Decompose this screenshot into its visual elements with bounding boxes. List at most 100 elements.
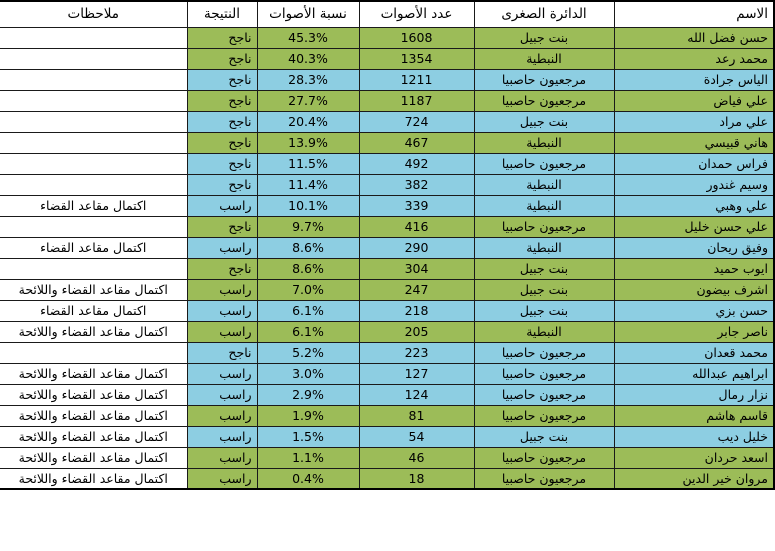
vote-percent-cell: 40.3% — [256, 47, 360, 70]
vote-percent-cell: 1.5% — [256, 425, 360, 448]
district-cell: النبطية — [473, 173, 615, 196]
candidate-name-cell: الياس جرادة — [613, 68, 775, 91]
district-cell: مرجعيون حاصبيا — [473, 215, 615, 238]
vote-percent-cell: 20.4% — [256, 110, 360, 133]
table-row: اسعد حردان مرجعيون حاصبيا 46 1.1% راسب اكتمال… — [0, 446, 775, 469]
result-cell: راسب — [186, 425, 258, 448]
district-cell: مرجعيون حاصبيا — [473, 362, 615, 385]
vote-percent-cell: 6.1% — [256, 320, 360, 343]
result-cell: راسب — [186, 236, 258, 259]
district-cell: مرجعيون حاصبيا — [473, 383, 615, 406]
result-cell: راسب — [186, 404, 258, 427]
candidate-name-cell: قاسم هاشم — [613, 404, 775, 427]
district-cell: مرجعيون حاصبيا — [473, 89, 615, 112]
district-cell: مرجعيون حاصبيا — [473, 446, 615, 469]
candidate-name-cell: نزار رمال — [613, 383, 775, 406]
notes-cell — [0, 257, 188, 280]
vote-count-cell: 124 — [358, 383, 475, 406]
notes-cell: اكتمال مقاعد القضاء واللائحة — [0, 383, 188, 406]
vote-count-cell: 205 — [358, 320, 475, 343]
candidate-name-cell: اسعد حردان — [613, 446, 775, 469]
vote-percent-cell: 1.1% — [256, 446, 360, 469]
vote-count-cell: 18 — [358, 467, 475, 490]
table-row: حسن فضل الله بنت جبيل 1608 45.3% ناجح — [0, 26, 775, 49]
notes-cell — [0, 173, 188, 196]
notes-cell — [0, 152, 188, 175]
notes-cell: اكتمال مقاعد القضاء واللائحة — [0, 362, 188, 385]
vote-percent-cell: 3.0% — [256, 362, 360, 385]
vote-percent-cell: 1.9% — [256, 404, 360, 427]
result-cell: ناجح — [186, 152, 258, 175]
candidate-name-cell: علي حسن خليل — [613, 215, 775, 238]
district-cell: بنت جبيل — [473, 425, 615, 448]
vote-count-cell: 81 — [358, 404, 475, 427]
vote-percent-cell: 10.1% — [256, 194, 360, 217]
vote-percent-cell: 6.1% — [256, 299, 360, 322]
notes-cell: اكتمال مقاعد القضاء — [0, 194, 188, 217]
result-cell: راسب — [186, 320, 258, 343]
table-row: قاسم هاشم مرجعيون حاصبيا 81 1.9% راسب اكتمال … — [0, 404, 775, 427]
table-row: علي فياض مرجعيون حاصبيا 1187 27.7% ناجح — [0, 89, 775, 112]
vote-count-cell: 1354 — [358, 47, 475, 70]
notes-cell: اكتمال مقاعد القضاء — [0, 299, 188, 322]
result-cell: ناجح — [186, 173, 258, 196]
candidate-name-cell: ناصر جابر — [613, 320, 775, 343]
notes-cell — [0, 110, 188, 133]
vote-percent-cell: 27.7% — [256, 89, 360, 112]
table-row: ناصر جابر النبطية 205 6.1% راسب اكتمال مقاعد … — [0, 320, 775, 343]
district-cell: بنت جبيل — [473, 110, 615, 133]
district-cell: بنت جبيل — [473, 257, 615, 280]
vote-percent-cell: 11.5% — [256, 152, 360, 175]
result-cell: راسب — [186, 299, 258, 322]
column-header-notes: ملاحظات — [0, 0, 188, 28]
column-header-district: الدائرة الصغرى — [473, 0, 615, 28]
vote-count-cell: 218 — [358, 299, 475, 322]
table-row: ابراهيم عبدالله مرجعيون حاصبيا 127 3.0% راسب… — [0, 362, 775, 385]
vote-count-cell: 46 — [358, 446, 475, 469]
vote-count-cell: 1211 — [358, 68, 475, 91]
candidate-name-cell: وفيق ريحان — [613, 236, 775, 259]
notes-cell — [0, 68, 188, 91]
column-header-percent: نسبة الأصوات — [256, 0, 360, 28]
vote-count-cell: 339 — [358, 194, 475, 217]
vote-percent-cell: 2.9% — [256, 383, 360, 406]
vote-percent-cell: 5.2% — [256, 341, 360, 364]
table-row: علي مراد بنت جبيل 724 20.4% ناجح — [0, 110, 775, 133]
table-row: محمد قعدان مرجعيون حاصبيا 223 5.2% ناجح — [0, 341, 775, 364]
notes-cell: اكتمال مقاعد القضاء واللائحة — [0, 446, 188, 469]
vote-count-cell: 1187 — [358, 89, 475, 112]
table-row: حسن بزي بنت جبيل 218 6.1% راسب اكتمال مقاعد ا… — [0, 299, 775, 322]
district-cell: بنت جبيل — [473, 299, 615, 322]
candidate-name-cell: علي مراد — [613, 110, 775, 133]
district-cell: مرجعيون حاصبيا — [473, 152, 615, 175]
vote-percent-cell: 13.9% — [256, 131, 360, 154]
vote-percent-cell: 28.3% — [256, 68, 360, 91]
candidate-name-cell: محمد قعدان — [613, 341, 775, 364]
election-results-table: الاسم الدائرة الصغرى عدد الأصوات نسبة ال… — [0, 0, 775, 490]
candidate-name-cell: هاني قبيسي — [613, 131, 775, 154]
district-cell: مرجعيون حاصبيا — [473, 467, 615, 490]
notes-cell: اكتمال مقاعد القضاء واللائحة — [0, 404, 188, 427]
result-cell: ناجح — [186, 341, 258, 364]
vote-count-cell: 304 — [358, 257, 475, 280]
notes-cell: اكتمال مقاعد القضاء واللائحة — [0, 278, 188, 301]
table-header: الاسم الدائرة الصغرى عدد الأصوات نسبة ال… — [0, 0, 775, 28]
candidate-name-cell: مروان خير الدين — [613, 467, 775, 490]
vote-count-cell: 223 — [358, 341, 475, 364]
vote-count-cell: 1608 — [358, 26, 475, 49]
table-row: اشرف بيضون بنت جبيل 247 7.0% راسب اكتمال مقاع… — [0, 278, 775, 301]
result-cell: ناجح — [186, 257, 258, 280]
candidate-name-cell: ابراهيم عبدالله — [613, 362, 775, 385]
candidate-name-cell: حسن فضل الله — [613, 26, 775, 49]
table-row: نزار رمال مرجعيون حاصبيا 124 2.9% راسب اكتمال… — [0, 383, 775, 406]
table-row: خليل ديب بنت جبيل 54 1.5% راسب اكتمال مقاعد ا… — [0, 425, 775, 448]
result-cell: ناجح — [186, 110, 258, 133]
vote-count-cell: 54 — [358, 425, 475, 448]
vote-percent-cell: 8.6% — [256, 257, 360, 280]
table-row: علي وهبي النبطية 339 10.1% راسب اكتمال مقاعد … — [0, 194, 775, 217]
notes-cell — [0, 215, 188, 238]
table-row: فراس حمدان مرجعيون حاصبيا 492 11.5% ناجح — [0, 152, 775, 175]
vote-count-cell: 290 — [358, 236, 475, 259]
vote-count-cell: 724 — [358, 110, 475, 133]
